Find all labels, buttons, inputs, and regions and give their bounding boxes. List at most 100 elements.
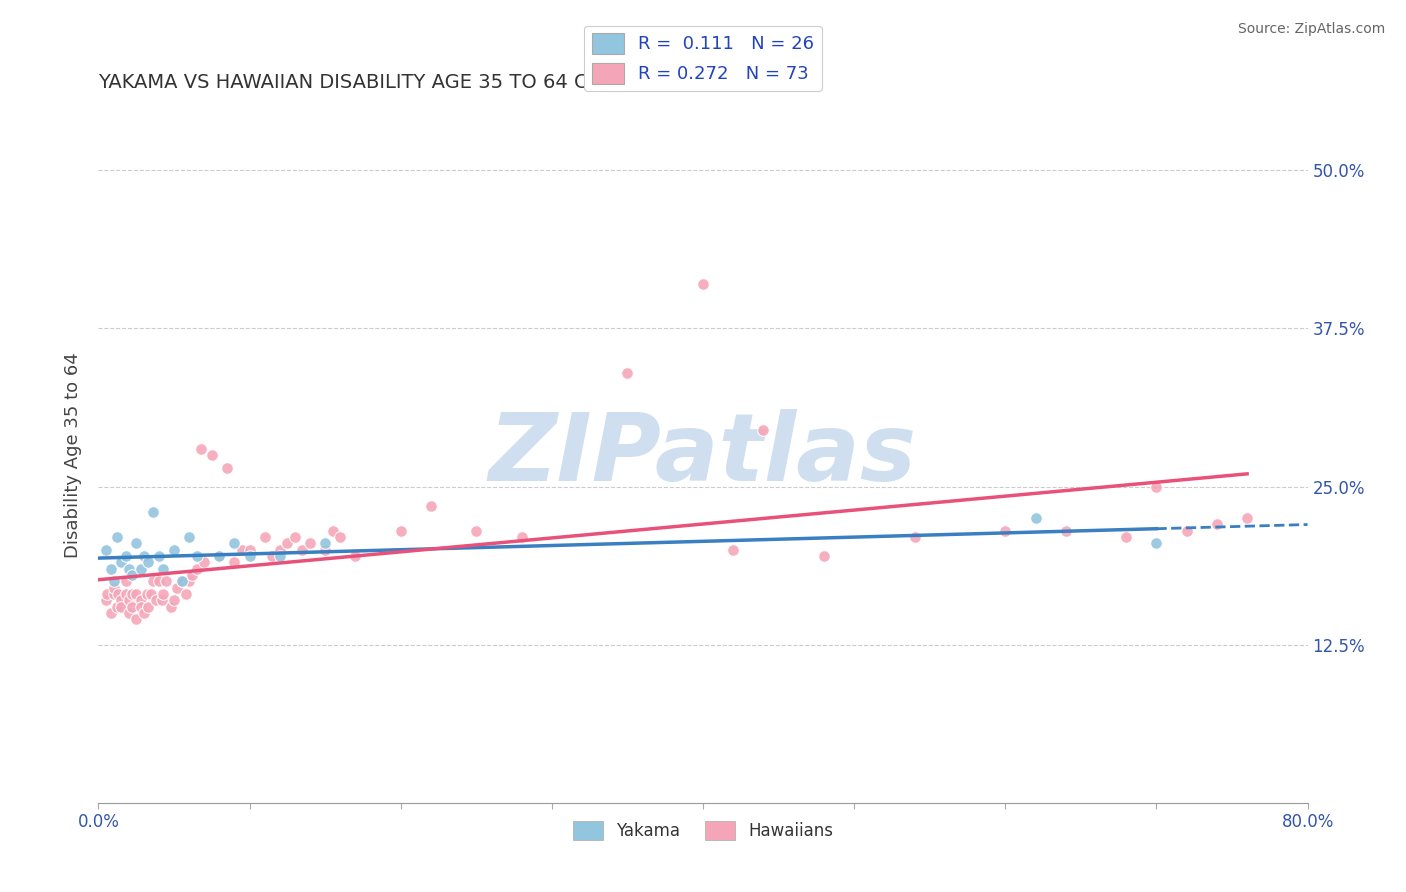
Y-axis label: Disability Age 35 to 64: Disability Age 35 to 64	[65, 352, 83, 558]
Point	[262, 549, 284, 563]
Point	[239, 542, 262, 557]
Point	[284, 530, 307, 544]
Point	[186, 562, 208, 576]
Point	[148, 549, 170, 563]
Point	[994, 524, 1017, 538]
Point	[190, 442, 212, 456]
Point	[125, 587, 148, 601]
Point	[136, 556, 159, 570]
Point	[1144, 536, 1167, 550]
Point	[118, 593, 141, 607]
Point	[224, 556, 246, 570]
Point	[208, 549, 231, 563]
Point	[752, 423, 775, 437]
Point	[1206, 517, 1229, 532]
Point	[186, 549, 208, 563]
Point	[118, 606, 141, 620]
Point	[94, 593, 117, 607]
Text: Source: ZipAtlas.com: Source: ZipAtlas.com	[1237, 22, 1385, 37]
Point	[94, 542, 117, 557]
Point	[179, 530, 201, 544]
Point	[132, 549, 155, 563]
Point	[152, 562, 174, 576]
Point	[107, 587, 129, 601]
Point	[1144, 479, 1167, 493]
Point	[813, 549, 835, 563]
Point	[105, 599, 128, 614]
Point	[314, 542, 336, 557]
Point	[141, 587, 163, 601]
Point	[299, 536, 322, 550]
Point	[170, 574, 193, 589]
Point	[152, 587, 174, 601]
Point	[253, 530, 276, 544]
Point	[208, 549, 231, 563]
Point	[1054, 524, 1077, 538]
Point	[114, 574, 136, 589]
Point	[166, 581, 188, 595]
Point	[100, 562, 122, 576]
Point	[329, 530, 352, 544]
Point	[129, 562, 152, 576]
Point	[103, 587, 125, 601]
Point	[125, 536, 148, 550]
Point	[510, 530, 533, 544]
Point	[420, 499, 443, 513]
Point	[1024, 511, 1046, 525]
Point	[100, 606, 122, 620]
Point	[121, 599, 143, 614]
Point	[136, 599, 159, 614]
Point	[110, 556, 132, 570]
Text: ZIPatlas: ZIPatlas	[489, 409, 917, 501]
Point	[110, 593, 132, 607]
Point	[314, 536, 336, 550]
Point	[145, 593, 167, 607]
Point	[110, 599, 132, 614]
Point	[114, 549, 136, 563]
Point	[723, 542, 745, 557]
Text: YAKAMA VS HAWAIIAN DISABILITY AGE 35 TO 64 CORRELATION CHART: YAKAMA VS HAWAIIAN DISABILITY AGE 35 TO …	[98, 72, 786, 92]
Point	[692, 277, 714, 292]
Point	[179, 574, 201, 589]
Point	[291, 542, 314, 557]
Point	[1236, 511, 1258, 525]
Point	[155, 574, 177, 589]
Point	[103, 581, 125, 595]
Point	[121, 568, 143, 582]
Point	[276, 536, 298, 550]
Point	[148, 574, 170, 589]
Point	[239, 549, 262, 563]
Point	[174, 587, 197, 601]
Point	[344, 549, 367, 563]
Point	[465, 524, 488, 538]
Point	[135, 587, 157, 601]
Point	[125, 612, 148, 626]
Point	[142, 574, 165, 589]
Point	[114, 587, 136, 601]
Point	[129, 599, 152, 614]
Point	[121, 587, 143, 601]
Point	[269, 549, 291, 563]
Point	[1175, 524, 1198, 538]
Point	[389, 524, 412, 538]
Point	[163, 593, 186, 607]
Point	[170, 574, 193, 589]
Point	[616, 366, 638, 380]
Point	[150, 593, 173, 607]
Point	[118, 562, 141, 576]
Point	[1115, 530, 1137, 544]
Point	[904, 530, 927, 544]
Point	[132, 606, 155, 620]
Point	[160, 599, 183, 614]
Point	[181, 568, 204, 582]
Point	[105, 530, 128, 544]
Point	[96, 587, 118, 601]
Point	[215, 460, 238, 475]
Legend: Yakama, Hawaiians: Yakama, Hawaiians	[567, 814, 839, 847]
Point	[142, 505, 165, 519]
Point	[231, 542, 253, 557]
Point	[193, 556, 215, 570]
Point	[269, 542, 291, 557]
Point	[163, 542, 186, 557]
Point	[103, 574, 125, 589]
